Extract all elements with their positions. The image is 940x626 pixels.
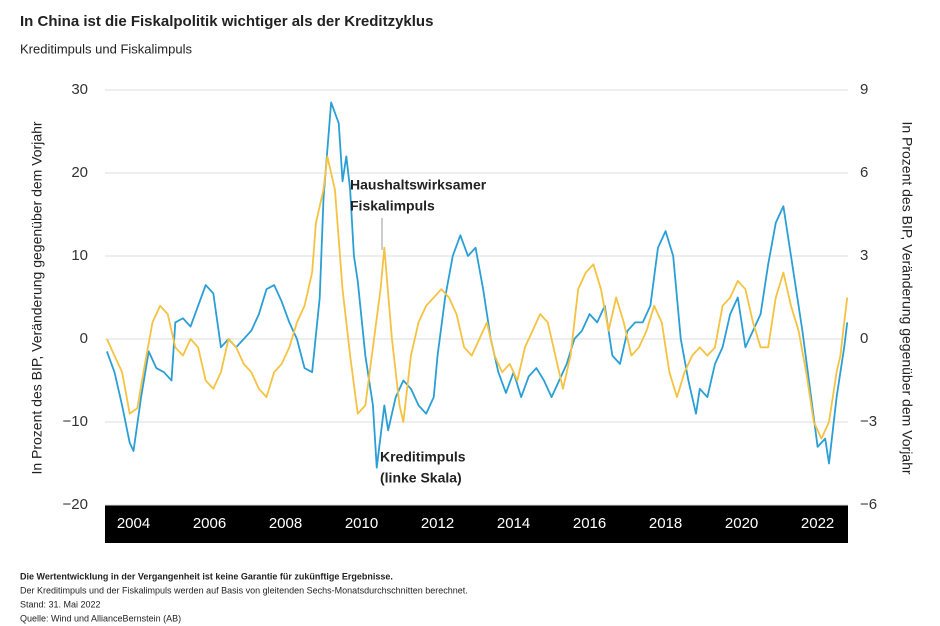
y2-tick-label: −3: [860, 413, 877, 430]
y2-tick-label: 0: [860, 330, 868, 347]
plot-area: [105, 89, 849, 506]
note: Quelle: Wind und AllianceBernstein (AB): [20, 613, 181, 623]
y2-tick-label: 3: [860, 247, 868, 264]
chart-title: In China ist die Fiskalpolitik wichtiger…: [20, 13, 433, 30]
x-tick-label: 2016: [573, 515, 606, 532]
note: Der Kreditimpuls und der Fiskalimpuls we…: [20, 585, 468, 595]
y2-tick-label: −6: [860, 496, 877, 513]
note: Stand: 31. Mai 2022: [20, 599, 101, 609]
x-tick-label: 2010: [345, 515, 378, 532]
x-axis-band: [105, 505, 848, 543]
chart-subtitle: Kreditimpuls und Fiskalimpuls: [20, 41, 192, 56]
y2-axis-label: In Prozent des BIP, Veränderung gegenübe…: [899, 121, 915, 474]
y-tick-label: 30: [71, 81, 88, 98]
y2-tick-label: 9: [860, 81, 868, 98]
x-tick-label: 2004: [117, 515, 150, 532]
x-tick-label: 2006: [193, 515, 226, 532]
disclaimer: Die Wertentwicklung in der Vergangenheit…: [20, 571, 393, 581]
x-tick-label: 2022: [801, 515, 834, 532]
y-tick-label: 0: [80, 330, 88, 347]
y-axis-label: In Prozent des BIP, Veränderung gegenübe…: [29, 121, 45, 474]
annotation: Haushaltswirksamer: [350, 177, 487, 193]
x-tick-label: 2014: [497, 515, 530, 532]
x-tick-label: 2012: [421, 515, 454, 532]
annotation: Kreditimpuls: [380, 449, 466, 465]
series-line: [106, 155, 849, 440]
y-tick-label: 20: [71, 164, 88, 181]
x-tick-label: 2018: [649, 515, 682, 532]
y-tick-label: −10: [63, 413, 88, 430]
y-tick-label: −20: [63, 496, 88, 513]
y2-tick-label: 6: [860, 164, 868, 181]
annotation: Fiskalimpuls: [350, 198, 435, 214]
x-tick-label: 2020: [725, 515, 758, 532]
x-tick-label: 2008: [269, 515, 302, 532]
annotation: (linke Skala): [380, 470, 462, 486]
y-tick-label: 10: [71, 247, 88, 264]
